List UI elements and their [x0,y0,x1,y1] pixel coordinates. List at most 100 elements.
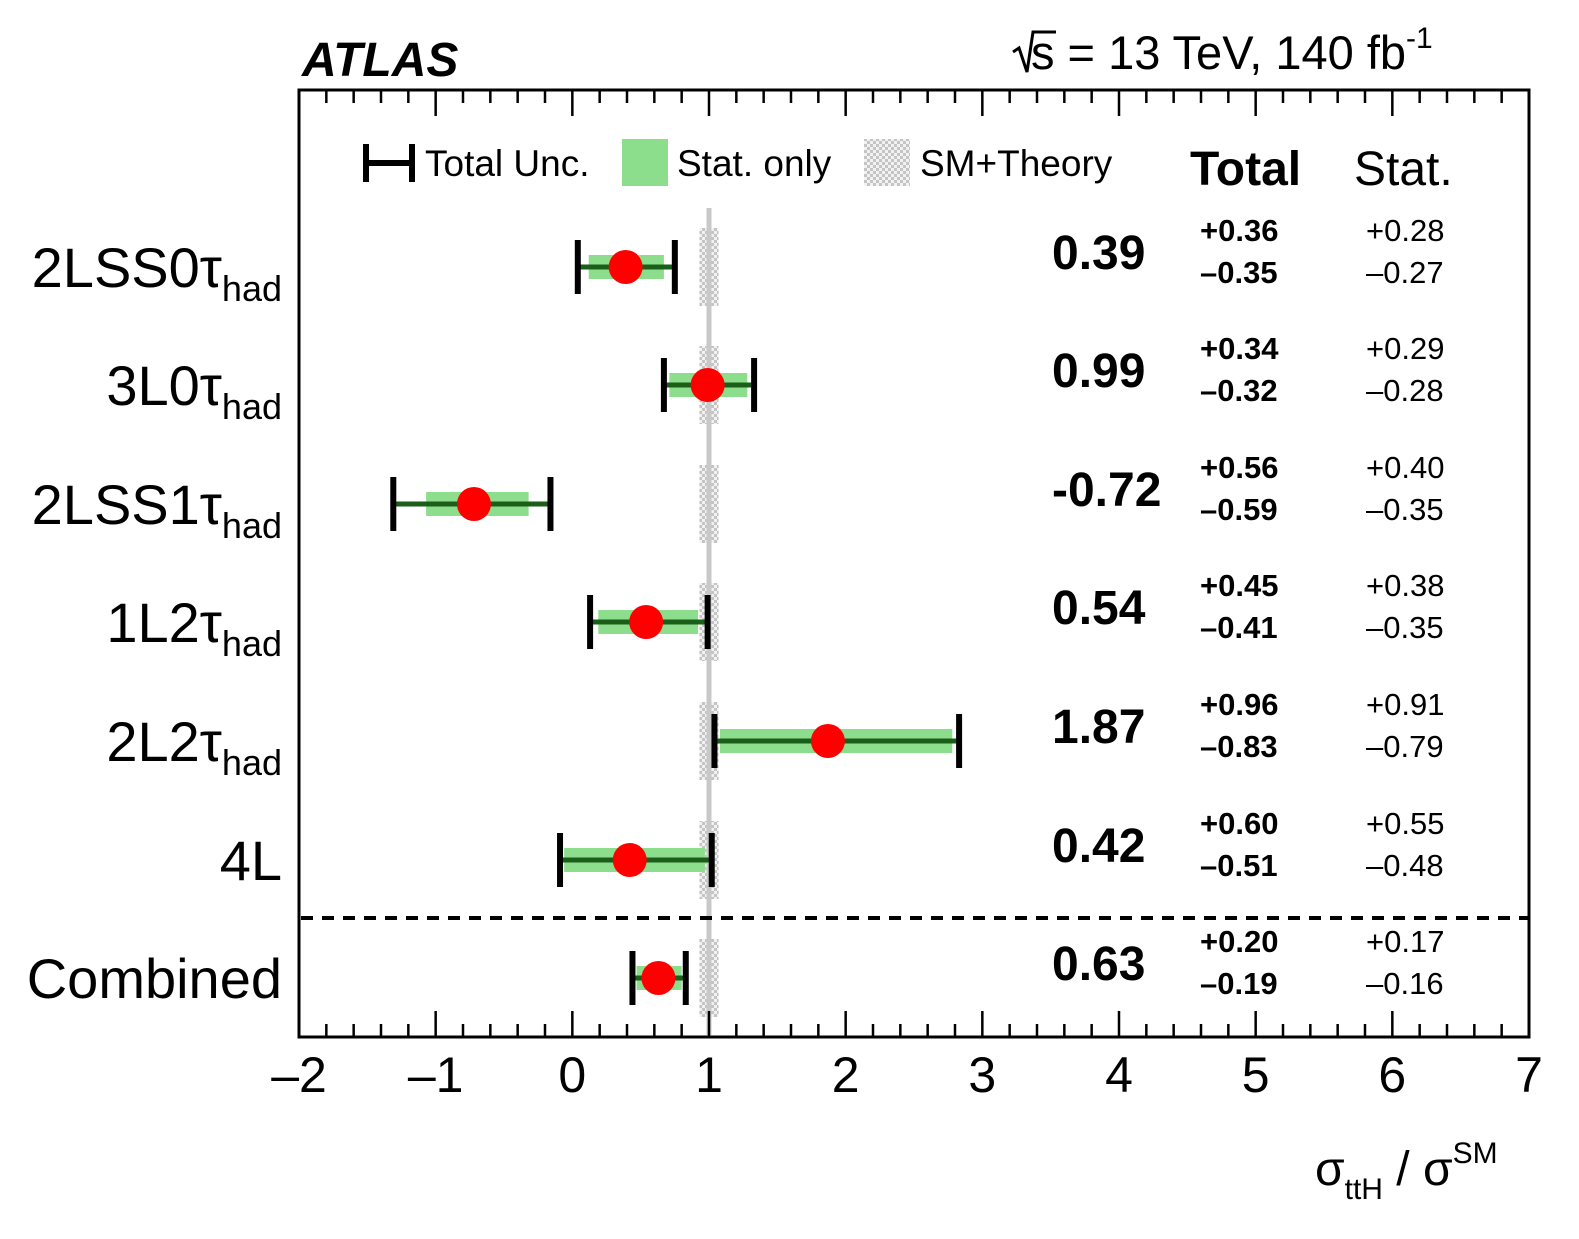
sqrt-s: s [1031,26,1055,79]
legend-total-unc-icon [363,144,415,182]
total-unc-up: +0.36 [1200,213,1278,248]
x-tick-label: –2 [271,1047,327,1103]
legend-stat-only-swatch [622,139,668,186]
x-axis-sigma: σ [1315,1143,1345,1196]
category-base: 1L2τ [106,591,222,654]
total-unc-up: +0.60 [1200,806,1278,841]
stat-unc-down: –0.79 [1366,729,1444,764]
x-tick-label: 6 [1378,1047,1406,1103]
row-2: 2LSS1τhad -0.72 +0.56 –0.59 +0.40 –0.35 [32,450,1445,546]
category-subscript: had [222,505,282,546]
value-label: 0.54 [1052,582,1146,635]
column-header-total: Total [1190,143,1301,196]
category-subscript: had [222,623,282,664]
total-unc-down: –0.19 [1200,966,1278,1001]
row-1: 3L0τhad 0.99 +0.34 –0.32 +0.29 –0.28 [106,331,1444,427]
svg-text:s = 13 TeV, 140 fb-1: s = 13 TeV, 140 fb-1 [1031,22,1433,79]
total-unc-down: –0.59 [1200,492,1278,527]
total-unc-up: +0.34 [1200,331,1279,366]
category-label: 2L2τhad [106,710,282,783]
stat-unc-up: +0.17 [1366,924,1444,959]
category-base: 2L2τ [106,710,222,773]
x-tick-label: 0 [558,1047,586,1103]
row-0: 2LSS0τhad 0.39 +0.36 –0.35 +0.28 –0.27 [32,213,1445,309]
x-axis-subscript: ttH [1345,1173,1383,1206]
total-unc-down: –0.51 [1200,848,1278,883]
stat-unc-down: –0.16 [1366,966,1444,1001]
lumi-exponent: -1 [1406,22,1433,55]
row-5: 4L 0.42 +0.60 –0.51 +0.55 –0.48 [220,806,1445,892]
stat-unc-up: +0.40 [1366,450,1444,485]
x-tick-label: 2 [832,1047,860,1103]
x-axis-title: σttH / σSM [1315,1137,1498,1206]
x-tick-label: 4 [1105,1047,1133,1103]
stat-unc-down: –0.35 [1366,610,1444,645]
total-unc-down: –0.83 [1200,729,1278,764]
legend-total-unc-label: Total Unc. [425,143,590,184]
row-4: 2L2τhad 1.87 +0.96 –0.83 +0.91 –0.79 [106,687,1444,783]
x-axis-superscript: SM [1453,1137,1498,1170]
row-6: Combined 0.63 +0.20 –0.19 +0.17 –0.16 [27,924,1445,1010]
total-unc-down: –0.35 [1200,255,1278,290]
central-value-point [641,961,676,995]
energy-text: = 13 TeV, 140 fb [1055,26,1407,79]
x-axis-tick-labels: –2 –1 0 1 2 3 4 5 6 7 [271,1047,1543,1103]
category-subscript: had [222,386,282,427]
central-value-point [612,843,647,877]
stat-unc-up: +0.91 [1366,687,1444,722]
legend-sm-theory-label: SM+Theory [920,143,1113,184]
value-label: 0.39 [1052,227,1145,280]
energy-lumi-label: s = 13 TeV, 140 fb-1 [1012,22,1433,79]
category-base: 4L [220,829,282,892]
central-value-point [810,724,845,758]
value-label: -0.72 [1052,464,1161,517]
central-value-point [629,605,664,639]
value-label: 0.63 [1052,938,1145,991]
category-label: 1L2τhad [106,591,282,664]
category-base: Combined [27,947,282,1010]
category-label: 3L0τhad [106,354,282,427]
legend-sm-theory-swatch [864,139,910,186]
category-label: 4L [220,829,282,892]
x-tick-label: 5 [1242,1047,1270,1103]
value-label: 1.87 [1052,701,1145,754]
column-header-stat: Stat. [1354,143,1453,196]
stat-unc-up: +0.28 [1366,213,1444,248]
category-base: 2LSS1τ [32,473,222,536]
category-base: 3L0τ [106,354,222,417]
category-subscript: had [222,742,282,783]
value-label: 0.99 [1052,345,1145,398]
stat-unc-up: +0.55 [1366,806,1444,841]
x-axis-separator: / σ [1383,1143,1453,1196]
total-unc-up: +0.45 [1200,568,1278,603]
total-unc-down: –0.41 [1200,610,1278,645]
category-label: Combined [27,947,282,1010]
experiment-label: ATLAS [301,34,458,87]
category-label: 2LSS0τhad [32,236,282,309]
x-tick-label: –1 [408,1047,464,1103]
legend-stat-only-label: Stat. only [677,143,832,184]
total-unc-down: –0.32 [1200,373,1278,408]
total-unc-up: +0.56 [1200,450,1278,485]
x-axis-ticks [297,90,1531,1037]
x-tick-label: 3 [968,1047,996,1103]
value-label: 0.42 [1052,820,1145,873]
category-base: 2LSS0τ [32,236,222,299]
total-unc-up: +0.96 [1200,687,1278,722]
category-label: 2LSS1τhad [32,473,282,546]
sqrt-symbol [1012,30,1056,73]
stat-unc-up: +0.38 [1366,568,1444,603]
row-3: 1L2τhad 0.54 +0.45 –0.41 +0.38 –0.35 [106,568,1444,664]
stat-unc-down: –0.35 [1366,492,1444,527]
total-unc-up: +0.20 [1200,924,1278,959]
stat-unc-down: –0.27 [1366,255,1444,290]
stat-unc-up: +0.29 [1366,331,1444,366]
legend: Total Unc. Stat. only SM+Theory [363,139,1113,186]
category-subscript: had [222,268,282,309]
stat-unc-down: –0.28 [1366,373,1444,408]
central-value-point [690,368,725,402]
central-value-point [456,487,491,521]
plot-frame [297,88,1531,1039]
